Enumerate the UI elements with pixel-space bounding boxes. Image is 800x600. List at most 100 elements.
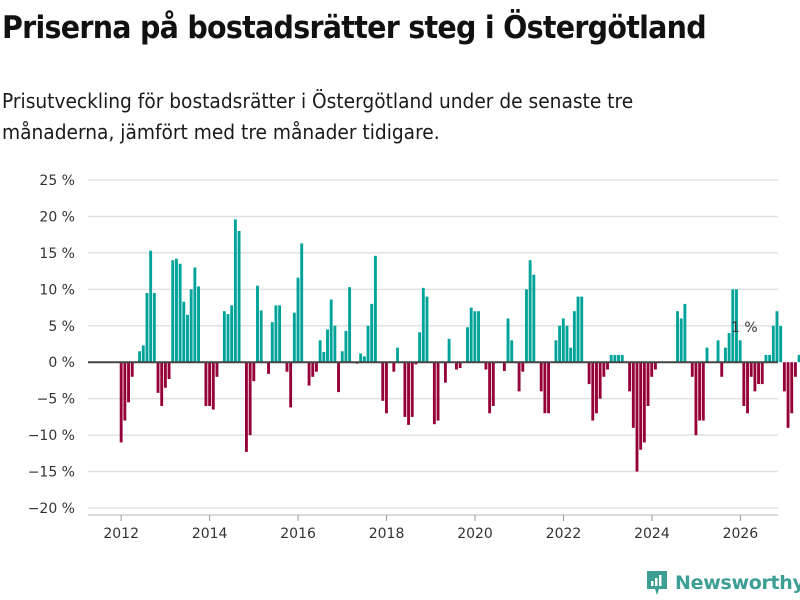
bar bbox=[595, 362, 598, 414]
bar bbox=[731, 289, 735, 363]
x-tick-label: 2012 bbox=[103, 526, 139, 542]
bar bbox=[447, 338, 451, 363]
bar bbox=[528, 260, 532, 363]
bar bbox=[716, 340, 720, 363]
bar bbox=[646, 362, 650, 406]
bar bbox=[477, 311, 480, 363]
bar bbox=[432, 362, 436, 425]
bar bbox=[727, 333, 731, 363]
bar bbox=[576, 296, 580, 363]
bar bbox=[466, 327, 469, 363]
bar bbox=[175, 258, 178, 363]
bar bbox=[676, 311, 679, 363]
bar bbox=[296, 277, 300, 363]
bar bbox=[742, 362, 746, 406]
bar bbox=[348, 287, 352, 363]
bar bbox=[344, 330, 348, 363]
bar bbox=[311, 362, 315, 377]
bar bbox=[307, 362, 311, 386]
bar bbox=[160, 362, 164, 406]
bar bbox=[267, 362, 270, 374]
annotation-label: 1 % bbox=[731, 320, 758, 336]
chart-subtitle: Prisutveckling för bostadsrätter i Öster… bbox=[2, 89, 634, 144]
bar bbox=[642, 362, 646, 443]
bar bbox=[764, 354, 768, 363]
bar bbox=[591, 362, 595, 421]
bar bbox=[340, 351, 344, 363]
bar bbox=[587, 362, 591, 385]
bar bbox=[628, 362, 632, 392]
bar bbox=[425, 296, 429, 363]
bar bbox=[127, 362, 130, 403]
bar bbox=[488, 362, 492, 414]
bar bbox=[760, 362, 764, 385]
bar bbox=[690, 362, 694, 377]
bar bbox=[617, 354, 621, 363]
bar bbox=[746, 362, 749, 414]
bars bbox=[119, 219, 800, 472]
bar bbox=[167, 362, 171, 379]
bar bbox=[119, 362, 123, 443]
bar bbox=[554, 340, 558, 363]
bar bbox=[525, 289, 528, 363]
bar bbox=[337, 362, 340, 393]
bar bbox=[701, 362, 705, 421]
bar bbox=[252, 362, 256, 382]
bar bbox=[738, 340, 742, 363]
bar bbox=[407, 362, 410, 425]
x-axis: 2012 2014 2016 2018 2020 2022 2024 2026 bbox=[88, 514, 778, 542]
y-axis-labels: −20 % −15 % −10 % −5 % 0 % 5 % 10 % 15 % 20 % 25 … bbox=[28, 173, 75, 517]
bar bbox=[753, 362, 757, 392]
bar bbox=[156, 362, 160, 393]
bar bbox=[318, 340, 322, 363]
bar bbox=[683, 303, 687, 363]
bar bbox=[650, 362, 654, 377]
bar bbox=[230, 305, 234, 363]
bar bbox=[163, 362, 167, 388]
bar bbox=[598, 362, 602, 399]
y-tick-label: 25 % bbox=[39, 173, 75, 189]
bar bbox=[248, 362, 252, 436]
bar bbox=[259, 310, 263, 363]
bar bbox=[502, 362, 506, 371]
y-tick-label: −5 % bbox=[37, 392, 75, 408]
y-tick-label: −20 % bbox=[28, 501, 75, 517]
bar bbox=[403, 362, 407, 417]
bar bbox=[274, 305, 278, 363]
bar bbox=[197, 286, 200, 363]
bar bbox=[458, 362, 462, 369]
bar bbox=[300, 243, 304, 363]
bar-chart-icon bbox=[647, 571, 667, 595]
bar bbox=[189, 289, 193, 363]
bar bbox=[775, 311, 779, 363]
bar bbox=[381, 362, 385, 401]
bar bbox=[145, 292, 149, 363]
bar bbox=[193, 267, 197, 363]
bar bbox=[768, 354, 772, 363]
bar bbox=[631, 362, 635, 428]
bar bbox=[418, 332, 422, 363]
bar bbox=[723, 347, 727, 363]
bar bbox=[421, 287, 425, 363]
bar bbox=[455, 362, 458, 370]
bar bbox=[491, 362, 495, 406]
bar bbox=[329, 299, 333, 363]
bar bbox=[256, 285, 259, 363]
bar bbox=[141, 345, 145, 363]
bar bbox=[782, 362, 786, 392]
x-tick-label: 2018 bbox=[369, 526, 405, 542]
y-tick-label: −10 % bbox=[28, 428, 75, 444]
bar bbox=[359, 353, 363, 363]
y-tick-label: 5 % bbox=[48, 319, 75, 335]
bar bbox=[790, 362, 794, 414]
bar bbox=[606, 362, 609, 370]
bar bbox=[245, 362, 248, 452]
bar bbox=[786, 362, 790, 428]
bar bbox=[653, 362, 657, 370]
bar bbox=[443, 362, 447, 383]
bar bbox=[396, 347, 399, 363]
bar bbox=[222, 311, 226, 363]
bar bbox=[204, 362, 208, 406]
bar bbox=[138, 351, 142, 363]
